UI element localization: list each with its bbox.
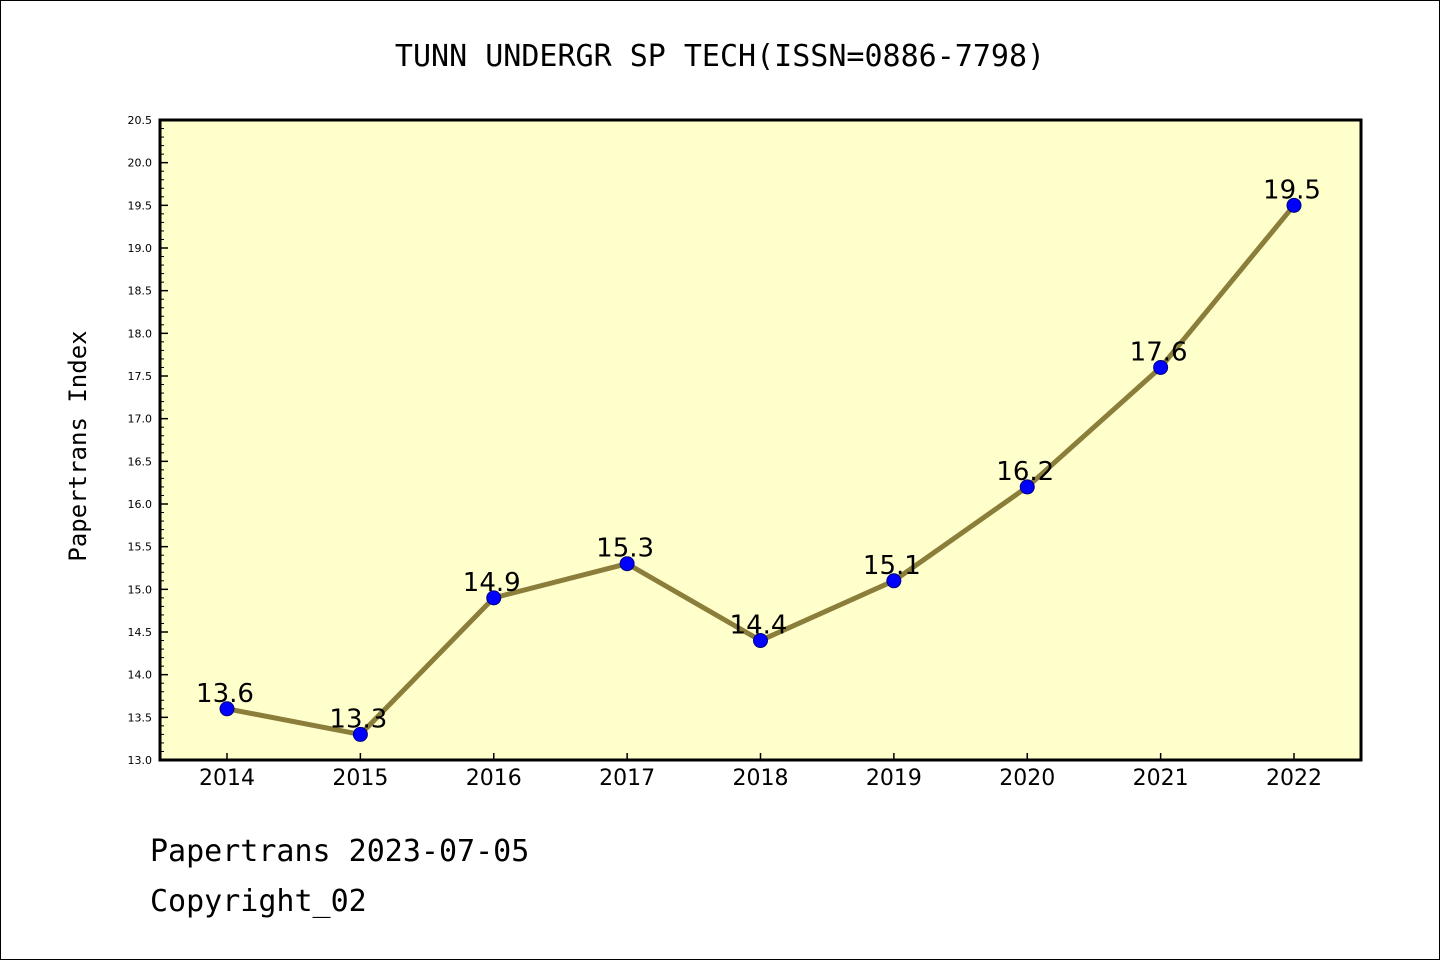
footer-date: Papertrans 2023-07-05 [150,834,530,869]
data-label: 16.2 [996,457,1054,487]
plot-area [158,118,1363,762]
data-labels: 13.6 13.3 14.9 15.3 14.4 15.1 16.2 17.6 19.5 [196,175,1321,734]
data-label: 14.9 [463,568,521,598]
y-tick-label: 20.0 [128,157,153,170]
x-axis-ticks: 2014 2015 2016 2017 2018 2019 2020 2021 2022 [199,753,1322,791]
x-tick-label: 2022 [1266,766,1322,791]
y-tick-label: 18.0 [128,327,153,340]
y-tick-label: 18.5 [128,285,153,298]
x-tick-label: 2015 [332,766,388,791]
y-tick-label: 17.0 [128,413,153,426]
x-tick-label: 2019 [866,766,922,791]
data-label: 15.3 [596,534,654,564]
y-tick-label: 14.5 [128,626,153,639]
data-label: 14.4 [730,611,788,641]
x-tick-label: 2014 [199,766,255,791]
data-point [219,701,235,717]
x-tick-label: 2021 [1133,766,1189,791]
chart-title: TUNN UNDERGR SP TECH(ISSN=0886-7798) [395,39,1045,74]
data-point [753,633,768,649]
x-tick-label: 2016 [466,766,522,791]
data-label: 13.3 [329,704,387,734]
data-point [619,556,635,572]
y-axis-ticks: 13.0 13.5 14.0 14.5 15.0 15.5 16.0 16.5 17.0 17.5… [128,114,168,767]
data-label: 19.5 [1263,175,1321,205]
data-point [1286,197,1302,213]
data-point [1153,359,1169,375]
x-tick-label: 2017 [599,766,655,791]
data-markers [219,197,1302,742]
y-tick-label: 16.5 [128,455,153,468]
y-axis-label: Papertrans Index [64,330,92,561]
y-tick-label: 16.0 [128,498,153,511]
data-point [486,590,502,606]
y-tick-label: 15.5 [128,541,153,554]
y-tick-label: 13.0 [128,754,153,767]
y-tick-label: 19.0 [128,242,153,255]
y-tick-label: 20.5 [128,114,153,127]
y-tick-label: 13.5 [128,711,153,724]
data-label: 15.1 [863,551,921,581]
x-tick-label: 2020 [999,766,1055,791]
y-tick-label: 19.5 [128,199,153,212]
data-point [352,726,368,742]
data-label: 17.6 [1130,337,1188,367]
y-tick-label: 14.0 [128,669,153,682]
y-tick-label: 15.0 [128,583,153,596]
data-point [886,573,902,589]
x-tick-label: 2018 [733,766,789,791]
footer-copyright: Copyright_02 [150,884,367,919]
data-label: 13.6 [196,679,254,709]
y-tick-label: 17.5 [128,370,153,383]
data-point [1019,479,1035,495]
